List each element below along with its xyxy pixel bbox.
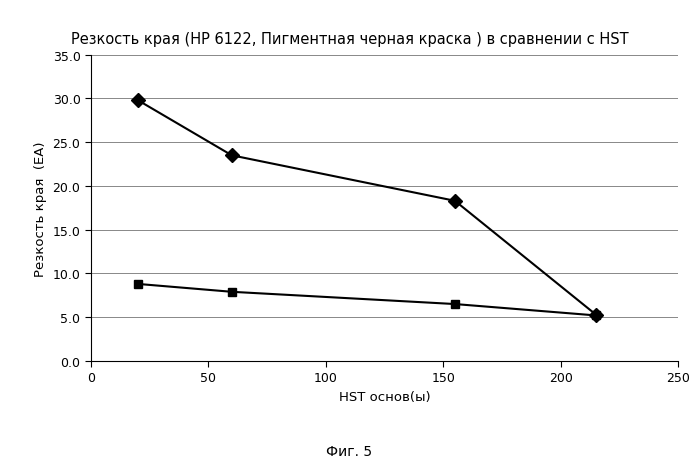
Нет
соли [228,153,236,159]
Нет
соли [451,199,459,204]
0.5 gsm CaCl2 [228,289,236,295]
Line: 0.5 gsm CaCl2: 0.5 gsm CaCl2 [134,280,600,320]
Text: Фиг. 5: Фиг. 5 [326,444,373,458]
Text: Резкость края (HP 6122, Пигментная черная краска ) в сравнении с HST: Резкость края (HP 6122, Пигментная черна… [71,32,628,47]
X-axis label: HST основ(ы): HST основ(ы) [338,390,431,403]
0.5 gsm CaCl2 [134,282,142,287]
Line: Нет
соли: Нет соли [133,96,600,320]
Нет
соли [591,312,600,318]
Y-axis label: Резкость края  (ЕА): Резкость края (ЕА) [34,141,47,276]
0.5 gsm CaCl2 [451,301,459,307]
0.5 gsm CaCl2 [591,313,600,319]
Нет
соли [134,98,142,104]
